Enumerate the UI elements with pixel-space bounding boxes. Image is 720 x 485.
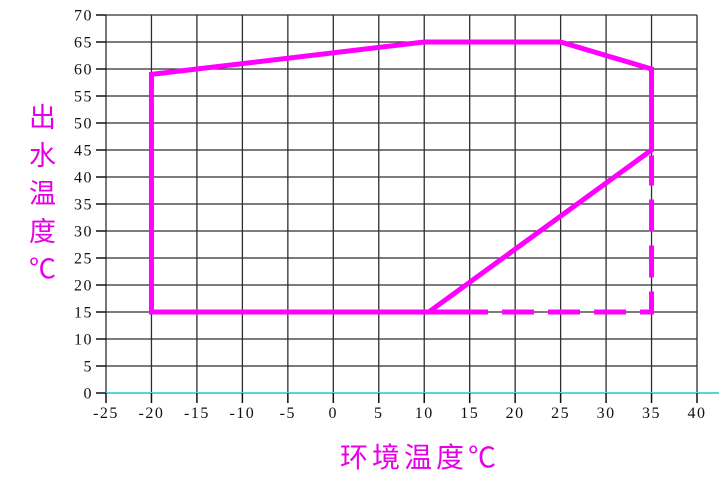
y-tick-label: 60	[74, 62, 93, 79]
x-tick-label: 15	[460, 405, 479, 422]
x-axis-title: 环境温度℃	[339, 443, 500, 474]
operating-envelope-solid	[148, 39, 655, 315]
y-tick-label: 15	[74, 305, 93, 322]
y-tick-label: 45	[74, 143, 93, 160]
x-tick-label: 35	[642, 405, 661, 422]
operating-envelope-dashed	[456, 155, 655, 315]
x-tick-label: 25	[551, 405, 570, 422]
x-tick-label: 40	[688, 405, 707, 422]
x-tick-label: 20	[506, 405, 525, 422]
x-tick-label: 5	[374, 405, 384, 422]
y-tick-label: 50	[74, 116, 93, 133]
y-tick-label: 30	[74, 224, 93, 241]
x-tick-label: -15	[184, 405, 210, 422]
x-tick-label: 30	[597, 405, 616, 422]
x-tick-label: -20	[139, 405, 165, 422]
x-tick-label: -10	[229, 405, 255, 422]
x-tick-label: 0	[329, 405, 339, 422]
y-tick-label: 65	[74, 35, 93, 52]
x-tick-label: -25	[93, 405, 119, 422]
y-axis-title: 出水温度℃	[25, 103, 55, 293]
x-tick-label: -5	[280, 405, 296, 422]
y-tick-label: 40	[74, 170, 93, 187]
y-tick-label: 20	[74, 278, 93, 295]
y-tick-label: 10	[74, 332, 93, 349]
y-tick-label: 70	[74, 8, 93, 25]
y-tick-label: 5	[84, 359, 94, 376]
y-tick-label: 35	[74, 197, 93, 214]
y-tick-label: 25	[74, 251, 93, 268]
x-tick-label: 10	[415, 405, 434, 422]
y-tick-label: 55	[74, 89, 93, 106]
y-tick-label: 0	[84, 386, 94, 403]
